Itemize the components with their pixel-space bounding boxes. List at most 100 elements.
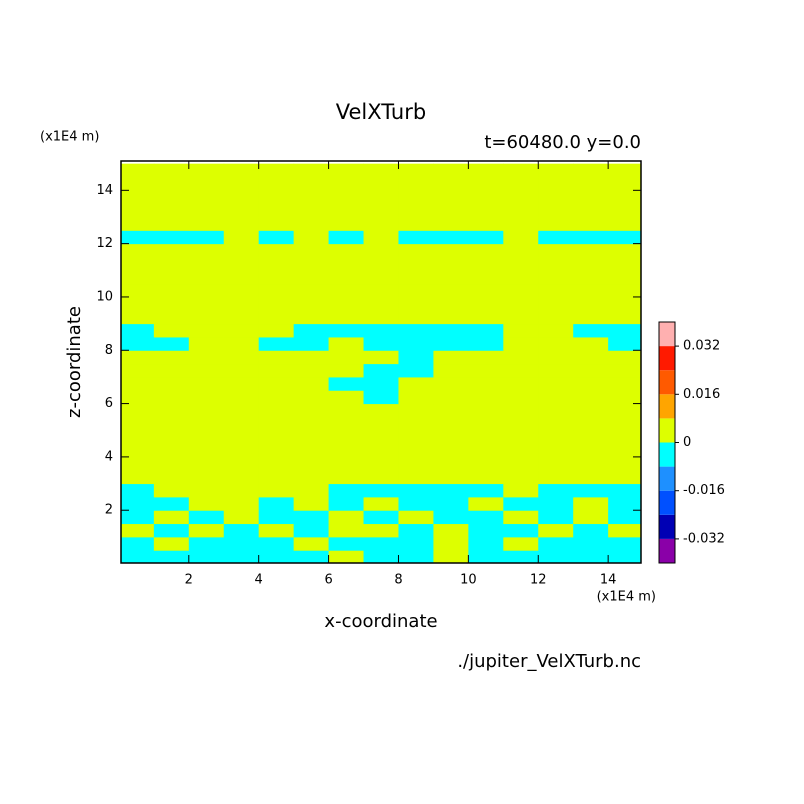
field-cell	[468, 203, 504, 218]
field-cell	[223, 483, 260, 498]
field-cell	[223, 230, 260, 245]
field-cell	[293, 350, 330, 365]
chart-title: VelXTurb	[336, 100, 426, 124]
field-cell	[398, 283, 434, 298]
field-cell	[223, 270, 260, 285]
field-cell	[503, 176, 539, 191]
field-cell	[503, 323, 539, 338]
field-cell	[153, 416, 190, 431]
field-cell	[223, 403, 260, 418]
field-cell	[468, 430, 504, 445]
field-cell	[398, 296, 434, 311]
field-cell	[363, 403, 399, 418]
field-cell	[433, 230, 469, 245]
field-cell	[538, 270, 574, 285]
field-cell	[503, 256, 539, 271]
axes: 2 4 6 8 10 12 14 2 4 6 8 10 12 14 0.032 0.016 0 -0.016 -0.…	[96, 160, 725, 588]
field-cell	[503, 243, 539, 258]
field-cell	[188, 350, 225, 365]
field-cell	[503, 430, 539, 445]
field-cell	[538, 323, 574, 338]
field-cell	[503, 536, 539, 551]
field-cell	[188, 550, 225, 564]
field-cell	[328, 470, 365, 485]
field-cell	[258, 256, 295, 271]
field-cell	[223, 336, 260, 351]
x-unit: (x1E4 m)	[597, 590, 656, 605]
y-tick-label: 8	[105, 343, 113, 358]
field-cell	[121, 550, 155, 564]
field-cell	[433, 430, 469, 445]
field-cell	[433, 403, 469, 418]
field-cell	[538, 350, 574, 365]
field-cell	[468, 270, 504, 285]
field-cell	[258, 496, 295, 511]
field-cell	[328, 403, 365, 418]
plot-frame	[120, 160, 642, 564]
colorbar-band	[659, 418, 675, 443]
field-cell	[293, 283, 330, 298]
field-cell	[468, 390, 504, 405]
field-cell	[121, 483, 155, 498]
field-cell	[328, 536, 365, 551]
field-cell	[363, 336, 399, 351]
field-cell	[573, 323, 609, 338]
field-cell	[468, 256, 504, 271]
field-cell	[433, 483, 469, 498]
y-tick-label: 10	[96, 289, 113, 304]
field-cell	[188, 510, 225, 525]
colorbar-band	[659, 514, 675, 539]
field-cell	[433, 550, 469, 564]
field-cell	[608, 470, 642, 485]
field-cell	[293, 443, 330, 458]
field-cell	[503, 550, 539, 564]
field-cell	[153, 483, 190, 498]
field-cell	[188, 403, 225, 418]
field-cell	[223, 296, 260, 311]
field-cell	[573, 270, 609, 285]
field-cell	[538, 296, 574, 311]
field-cell	[328, 283, 365, 298]
field-cell	[468, 536, 504, 551]
field-cell	[188, 390, 225, 405]
field-cell	[223, 416, 260, 431]
field-cell	[153, 336, 190, 351]
field-cell	[188, 310, 225, 325]
field-cell	[363, 496, 399, 511]
field-cell	[503, 336, 539, 351]
field-cell	[363, 163, 399, 178]
field-cell	[608, 483, 642, 498]
field-cell	[608, 270, 642, 285]
field-cell	[328, 336, 365, 351]
field-cell	[608, 350, 642, 365]
field-cell	[121, 270, 155, 285]
field-cell	[121, 243, 155, 258]
field-cell	[468, 243, 504, 258]
field-cell	[538, 163, 574, 178]
colorbar-tick-label: -0.016	[683, 483, 725, 498]
field-cell	[573, 203, 609, 218]
field-cell	[293, 216, 330, 231]
field-cell	[363, 430, 399, 445]
field-cell	[503, 203, 539, 218]
field-cell	[363, 310, 399, 325]
field-cell	[468, 496, 504, 511]
field-cell	[121, 496, 155, 511]
field-cell	[573, 496, 609, 511]
field-cell	[538, 363, 574, 378]
field-cell	[538, 283, 574, 298]
field-cell	[328, 523, 365, 538]
field-cell	[258, 243, 295, 258]
field-cell	[538, 403, 574, 418]
field-cell	[503, 283, 539, 298]
field-cell	[258, 270, 295, 285]
field-cell	[503, 510, 539, 525]
field-cell	[608, 323, 642, 338]
x-tick-label: 6	[324, 573, 332, 588]
field-cell	[363, 230, 399, 245]
field-cell	[293, 496, 330, 511]
field-cell	[188, 363, 225, 378]
field-cell	[258, 550, 295, 564]
colorbar-band	[659, 442, 675, 467]
y-tick-label: 4	[105, 449, 113, 464]
